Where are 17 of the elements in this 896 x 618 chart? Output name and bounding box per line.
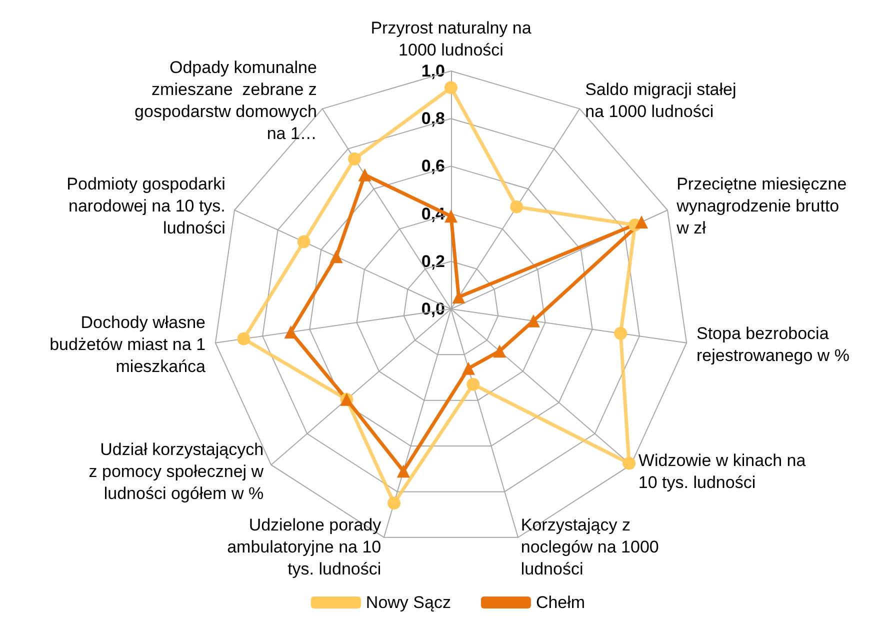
y-tick-label: 0,2 <box>421 252 445 271</box>
spoke-label: Dochody własne budżetów miast na 1 mieszkańca <box>50 312 206 376</box>
spoke-label: Udzielone porady ambulatoryjne na 10 tys. ludności <box>227 515 382 578</box>
spoke-label: Przyrost naturalny na 1000 ludności <box>370 18 532 60</box>
y-tick-label: 0,6 <box>421 156 445 176</box>
y-tick-label: 0,8 <box>421 109 445 128</box>
spoke-label: Przeciętne miesięczne wynagrodzenie brutto w zł <box>676 174 847 238</box>
spoke-label: Saldo migracji stałej na 1000 ludności <box>585 80 736 121</box>
spoke-label: Podmioty gospodarki narodowej na 10 tys. ludności <box>66 174 226 238</box>
spoke-label: Odpady komunalne zmieszane zebrane z gospodarstw domowych na 1… <box>134 58 317 143</box>
spoke-label: Udział korzystających z pomocy społecznej w ludności ogółem w % <box>88 440 264 503</box>
spoke-label: Widzowie w kinach na 10 tys. ludności <box>638 450 806 492</box>
spoke-label: Korzystający z noclegów na 1000 ludności <box>520 515 659 578</box>
legend-label: Chełm <box>536 593 586 612</box>
legend-label: Nowy Sącz <box>366 593 451 612</box>
y-tick-label: 1,0 <box>421 62 445 80</box>
spoke-label: Stopa bezrobocia rejestrowanego w % <box>696 324 850 365</box>
